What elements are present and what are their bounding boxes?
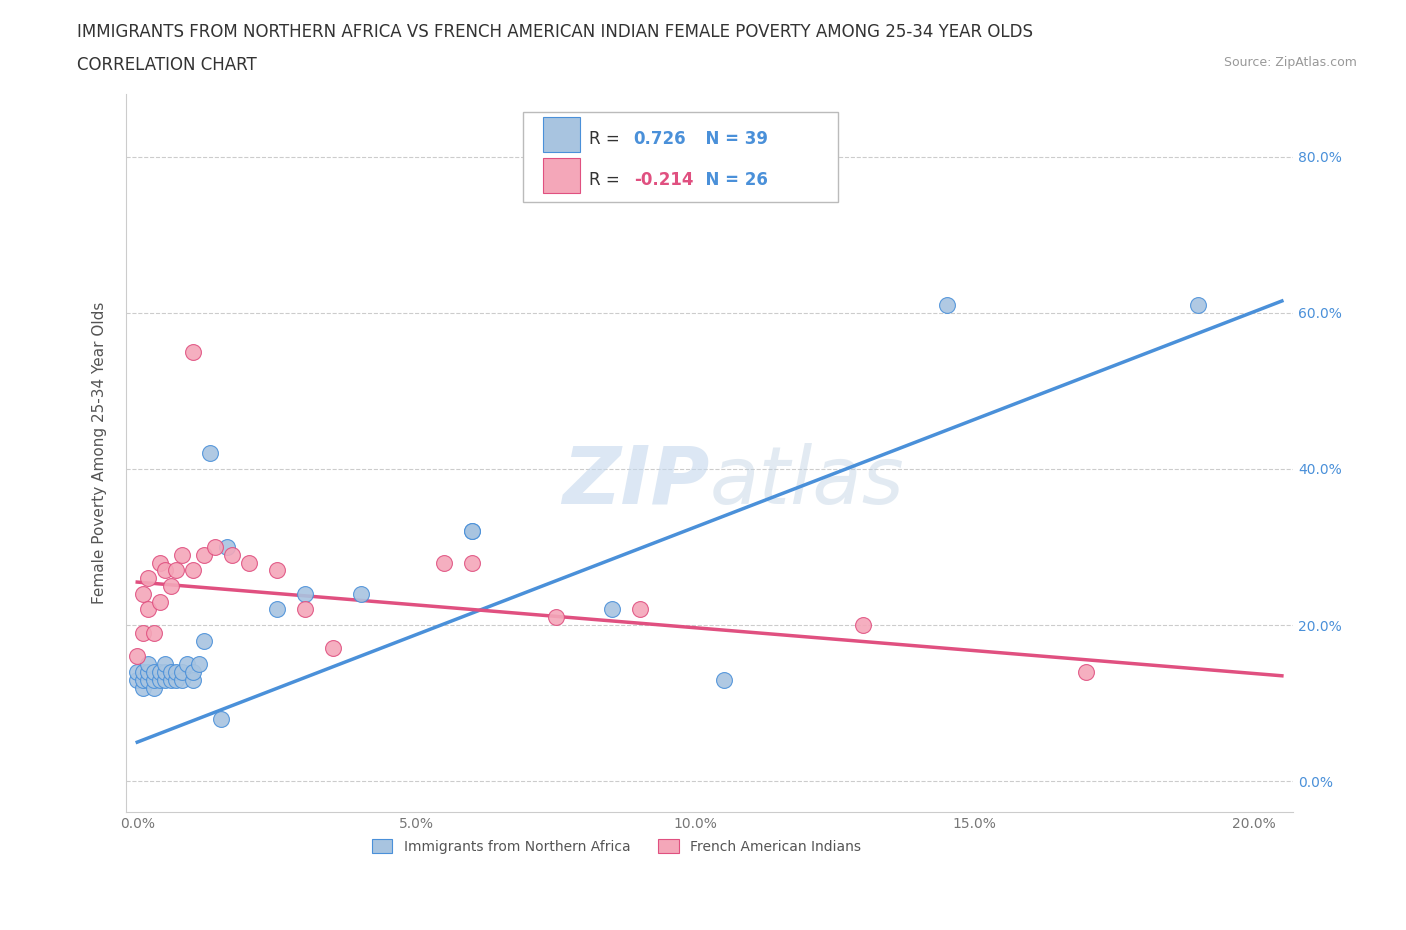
Text: IMMIGRANTS FROM NORTHERN AFRICA VS FRENCH AMERICAN INDIAN FEMALE POVERTY AMONG 2: IMMIGRANTS FROM NORTHERN AFRICA VS FRENC… <box>77 23 1033 41</box>
Point <box>149 594 172 609</box>
Point <box>165 672 187 687</box>
FancyBboxPatch shape <box>543 158 581 193</box>
Point <box>149 555 172 570</box>
Point <box>149 664 172 679</box>
Point <box>138 571 160 586</box>
Point <box>153 664 176 679</box>
Text: Source: ZipAtlas.com: Source: ZipAtlas.com <box>1223 56 1357 69</box>
Y-axis label: Female Poverty Among 25-34 Year Olds: Female Poverty Among 25-34 Year Olds <box>93 302 107 604</box>
Point <box>433 555 456 570</box>
Point <box>176 657 198 671</box>
Point <box>127 664 149 679</box>
Point <box>852 618 875 632</box>
Point <box>1076 664 1098 679</box>
Point <box>193 633 215 648</box>
Point <box>322 641 344 656</box>
Point <box>153 563 176 578</box>
Point <box>132 680 155 695</box>
Text: ZIP: ZIP <box>562 443 710 521</box>
Point <box>143 664 166 679</box>
Point <box>266 563 288 578</box>
Point <box>132 664 155 679</box>
Point <box>138 672 160 687</box>
Point <box>153 672 176 687</box>
Point <box>143 625 166 640</box>
Point <box>221 548 243 563</box>
Point <box>143 672 166 687</box>
Point <box>294 586 316 601</box>
Point <box>266 602 288 617</box>
Point <box>461 555 484 570</box>
Point <box>198 445 221 460</box>
Point <box>181 672 204 687</box>
Point <box>461 524 484 538</box>
Legend: Immigrants from Northern Africa, French American Indians: Immigrants from Northern Africa, French … <box>366 833 866 859</box>
Point <box>1187 298 1209 312</box>
Point <box>138 657 160 671</box>
Point <box>294 602 316 617</box>
Text: R =: R = <box>589 129 631 148</box>
Point <box>204 539 226 554</box>
Point <box>187 657 209 671</box>
Text: 0.726: 0.726 <box>634 129 686 148</box>
Point <box>159 672 181 687</box>
Point <box>170 548 193 563</box>
Text: R =: R = <box>589 171 626 189</box>
Point <box>165 563 187 578</box>
Point <box>159 664 181 679</box>
Point <box>600 602 623 617</box>
Point <box>935 298 957 312</box>
Text: CORRELATION CHART: CORRELATION CHART <box>77 56 257 73</box>
Point <box>143 680 166 695</box>
Point <box>138 664 160 679</box>
Point <box>170 664 193 679</box>
Point <box>159 578 181 593</box>
Text: N = 26: N = 26 <box>695 171 768 189</box>
Text: atlas: atlas <box>710 443 904 521</box>
Point <box>149 672 172 687</box>
Point <box>628 602 651 617</box>
Point <box>132 672 155 687</box>
Text: N = 39: N = 39 <box>695 129 769 148</box>
Point <box>127 672 149 687</box>
Point <box>215 539 238 554</box>
Text: -0.214: -0.214 <box>634 171 693 189</box>
FancyBboxPatch shape <box>523 112 838 202</box>
Point <box>132 625 155 640</box>
Point <box>153 657 176 671</box>
Point <box>138 602 160 617</box>
Point <box>165 664 187 679</box>
FancyBboxPatch shape <box>543 117 581 152</box>
Point <box>461 524 484 538</box>
Point <box>349 586 371 601</box>
Point <box>181 664 204 679</box>
Point <box>132 586 155 601</box>
Point <box>127 649 149 664</box>
Point <box>544 610 567 625</box>
Point <box>181 563 204 578</box>
Point <box>209 711 232 726</box>
Point <box>713 672 735 687</box>
Point <box>238 555 260 570</box>
Point <box>181 344 204 359</box>
Point <box>193 548 215 563</box>
Point <box>170 672 193 687</box>
